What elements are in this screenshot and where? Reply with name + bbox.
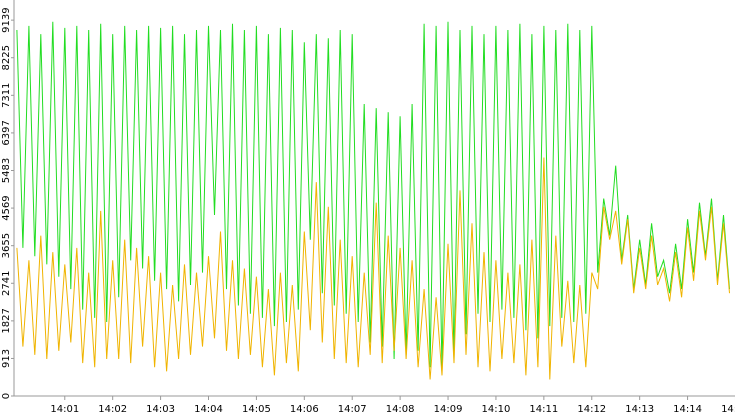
- x-tick-label: 14:03: [146, 404, 175, 415]
- x-tick-label: 14:08: [386, 404, 415, 415]
- series-line: [16, 157, 730, 380]
- y-tick-label: 6397: [1, 120, 12, 145]
- x-tick-label: 14:05: [242, 404, 271, 415]
- y-tick-label: 2741: [1, 271, 12, 296]
- x-tick-label: 14:09: [434, 404, 463, 415]
- x-tick-label: 14:06: [290, 404, 319, 415]
- y-tick-label: 7311: [1, 83, 12, 108]
- x-tick-label: 14:01: [50, 404, 79, 415]
- y-tick-label: 8225: [1, 45, 12, 70]
- y-tick-label: 0: [1, 393, 12, 399]
- x-tick-label: 14:10: [482, 404, 511, 415]
- x-tick-label: 14:12: [577, 404, 606, 415]
- y-tick-label: 3655: [1, 233, 12, 258]
- y-tick-label: 4569: [1, 195, 12, 220]
- x-tick-label: 14:04: [194, 404, 223, 415]
- y-tick-label: 9139: [1, 7, 12, 32]
- x-tick-label: 14:02: [98, 404, 127, 415]
- plot-area: [16, 21, 730, 380]
- y-tick-label: 5483: [1, 158, 12, 183]
- x-tick-label: 14:14: [673, 404, 702, 415]
- x-tick-label: 14:15: [721, 404, 735, 415]
- x-tick-label: 14:11: [529, 404, 558, 415]
- series-line: [16, 21, 730, 372]
- y-tick-label: 913: [1, 349, 12, 368]
- y-tick-label: 1827: [1, 308, 12, 333]
- x-tick-label: 14:07: [338, 404, 367, 415]
- x-tick-label: 14:13: [625, 404, 654, 415]
